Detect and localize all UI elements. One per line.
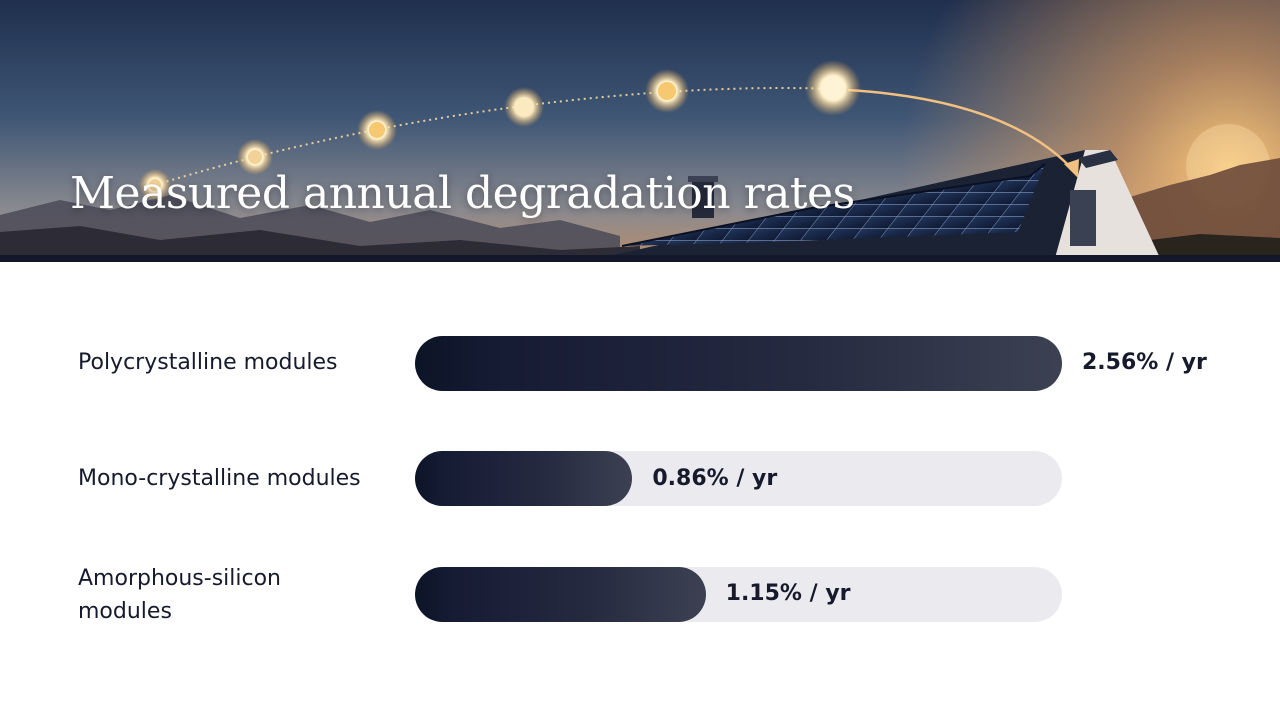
bar-mono-crystalline (415, 451, 633, 506)
bar-polycrystalline (415, 336, 1062, 391)
bar-label-mono-crystalline: Mono-crystalline modules (78, 466, 361, 491)
sunset-rooftop-illustration (0, 0, 1280, 262)
bar-track-polycrystalline (415, 336, 1062, 391)
hero-banner: Measured annual degradation rates (0, 0, 1280, 262)
bar-label-amorphous-silicon: Amorphous-silicon modules (78, 566, 281, 624)
chimney (692, 178, 714, 218)
value-label-polycrystalline: 2.56% / yr (1082, 350, 1207, 375)
bar-label-polycrystalline: Polycrystalline modules (78, 350, 338, 375)
bar-track-mono-crystalline (415, 451, 1062, 506)
house-window (1070, 190, 1096, 246)
value-label-mono-crystalline: 0.86% / yr (652, 466, 778, 491)
sun-position-markers (139, 60, 861, 201)
bar-amorphous-silicon (415, 567, 706, 622)
degradation-bar-chart: Polycrystalline modules 2.56% / yr Mono-… (0, 262, 1280, 720)
bar-track-amorphous-silicon (415, 567, 1062, 622)
arrow-head-icon (1064, 159, 1079, 178)
sun-path-arrow (847, 88, 1076, 173)
sun-path (154, 87, 833, 186)
value-label-amorphous-silicon: 1.15% / yr (725, 581, 851, 606)
page-title: Measured annual degradation rates (70, 168, 855, 219)
